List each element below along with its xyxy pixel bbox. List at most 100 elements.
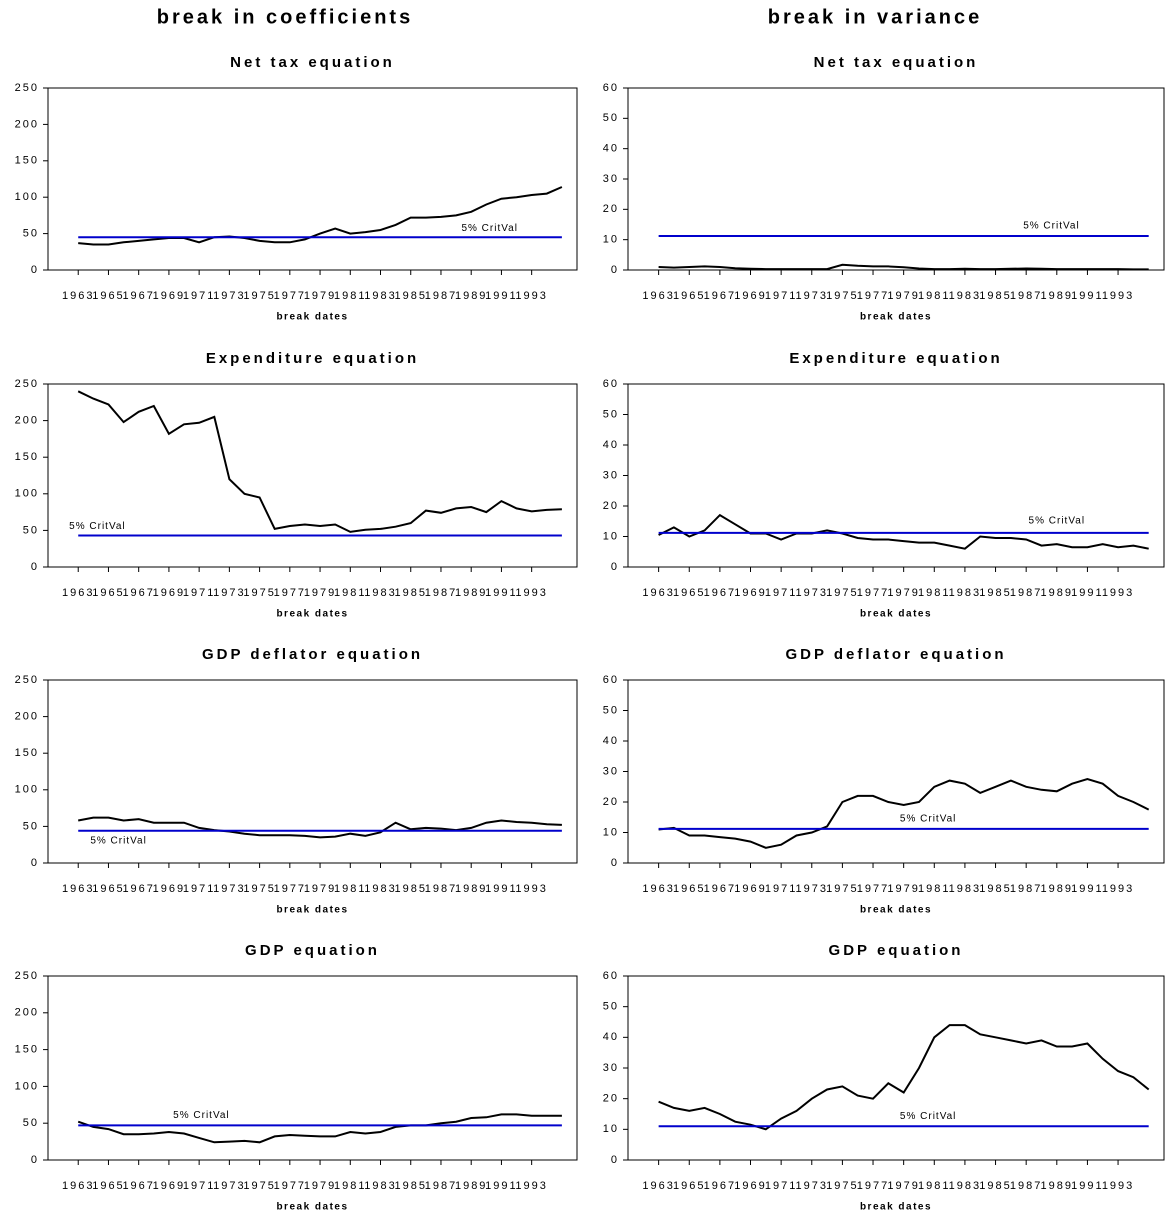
y-tick-label: 40: [603, 439, 619, 451]
x-tick-label: 1979: [887, 290, 919, 302]
x-tick-label: 1989: [1041, 587, 1073, 599]
x-tick-label: 1981: [334, 1180, 366, 1192]
x-tick-label: 1985: [395, 290, 427, 302]
y-tick-label: 0: [611, 561, 619, 573]
y-tick-label: 60: [603, 378, 619, 390]
y-tick-label: 10: [603, 530, 619, 542]
x-tick-label: 1985: [395, 883, 427, 895]
y-tick-label: 10: [603, 234, 619, 246]
x-tick-label: 1971: [183, 1180, 215, 1192]
y-tick-label: 250: [15, 378, 39, 390]
y-tick-label: 50: [23, 1117, 39, 1129]
x-tick-label: 1975: [826, 1180, 858, 1192]
x-tick-label: 1965: [673, 587, 705, 599]
y-tick-label: 0: [611, 857, 619, 869]
y-tick-label: 30: [603, 1062, 619, 1074]
y-tick-label: 60: [603, 674, 619, 686]
x-tick-label: 1971: [183, 587, 215, 599]
x-tick-label: 1967: [122, 1180, 154, 1192]
y-tick-label: 50: [603, 1001, 619, 1013]
critical-label: 5% CritVal: [900, 1111, 957, 1122]
y-tick-label: 50: [23, 228, 39, 240]
y-tick-label: 50: [603, 112, 619, 124]
x-tick-label: 1971: [765, 883, 797, 895]
x-tick-label: 1987: [425, 883, 457, 895]
x-tick-label: 1981: [918, 1180, 950, 1192]
x-tick-label: 1987: [1010, 1180, 1042, 1192]
critical-label: 5% CritVal: [900, 813, 957, 824]
x-tick-label: 1983: [949, 290, 981, 302]
y-tick-label: 100: [15, 191, 39, 203]
plot-frame: [47, 87, 578, 271]
chart-title: GDP deflator equation: [785, 646, 1006, 663]
x-tick-label: 1991: [1071, 290, 1103, 302]
x-tick-label: 1967: [122, 290, 154, 302]
chart-title: Net tax equation: [814, 54, 979, 71]
x-tick-label: 1989: [455, 883, 487, 895]
y-tick-label: 20: [603, 1093, 619, 1105]
x-tick-label: 1965: [92, 1180, 124, 1192]
x-tick-label: 1973: [796, 587, 828, 599]
data-line: [658, 513, 1149, 550]
y-tick-label: 0: [611, 1154, 619, 1166]
x-tick-label: 1971: [183, 883, 215, 895]
x-tick-label: 1993: [515, 587, 547, 599]
y-tick-label: 0: [611, 264, 619, 276]
x-tick-label: 1979: [887, 587, 919, 599]
x-tick-label: 1989: [1041, 883, 1073, 895]
plot-frame: [627, 87, 1165, 271]
y-tick-label: 0: [31, 857, 39, 869]
x-tick-label: 1985: [979, 883, 1011, 895]
x-tick-label: 1963: [642, 290, 674, 302]
y-tick-label: 100: [15, 1080, 39, 1092]
x-tick-label: 1965: [92, 290, 124, 302]
y-tick-label: 30: [603, 469, 619, 481]
x-tick-label: 1991: [1071, 883, 1103, 895]
y-tick-label: 150: [15, 747, 39, 759]
x-tick-label: 1987: [425, 1180, 457, 1192]
x-tick-label: 1963: [642, 587, 674, 599]
critical-label: 5% CritVal: [69, 521, 126, 532]
x-tick-label: 1963: [642, 1180, 674, 1192]
x-tick-label: 1987: [425, 587, 457, 599]
x-tick-label: 1969: [153, 290, 185, 302]
y-tick-label: 30: [603, 173, 619, 185]
x-tick-label: 1963: [62, 587, 94, 599]
x-axis-label: break dates: [860, 609, 932, 620]
x-tick-label: 1993: [1102, 883, 1134, 895]
x-tick-label: 1969: [153, 587, 185, 599]
x-tick-label: 1977: [857, 883, 889, 895]
chart-title: Expenditure equation: [789, 350, 1002, 367]
x-tick-label: 1991: [485, 883, 517, 895]
x-tick-label: 1983: [949, 883, 981, 895]
y-tick-label: 10: [603, 1123, 619, 1135]
x-tick-label: 1981: [334, 290, 366, 302]
x-tick-label: 1967: [704, 1180, 736, 1192]
x-tick-label: 1981: [918, 883, 950, 895]
x-tick-label: 1979: [887, 1180, 919, 1192]
x-tick-label: 1979: [304, 587, 336, 599]
x-tick-label: 1979: [304, 883, 336, 895]
y-tick-label: 40: [603, 1031, 619, 1043]
critical-label: 5% CritVal: [90, 835, 147, 846]
y-tick-label: 150: [15, 155, 39, 167]
x-tick-label: 1991: [1071, 587, 1103, 599]
x-tick-label: 1963: [62, 1180, 94, 1192]
data-line: [77, 1113, 562, 1144]
x-tick-label: 1973: [213, 587, 245, 599]
x-tick-label: 1993: [515, 1180, 547, 1192]
y-tick-label: 50: [23, 820, 39, 832]
x-axis-label: break dates: [276, 609, 348, 620]
x-tick-label: 1993: [1102, 587, 1134, 599]
x-tick-label: 1987: [1010, 290, 1042, 302]
y-tick-label: 20: [603, 500, 619, 512]
y-tick-label: 20: [603, 796, 619, 808]
x-tick-label: 1977: [274, 1180, 306, 1192]
x-tick-label: 1965: [673, 883, 705, 895]
plot-frame: [47, 679, 578, 864]
x-tick-label: 1975: [243, 883, 275, 895]
x-tick-label: 1993: [515, 290, 547, 302]
x-tick-label: 1963: [642, 883, 674, 895]
x-axis-label: break dates: [276, 312, 348, 323]
x-tick-label: 1971: [765, 290, 797, 302]
